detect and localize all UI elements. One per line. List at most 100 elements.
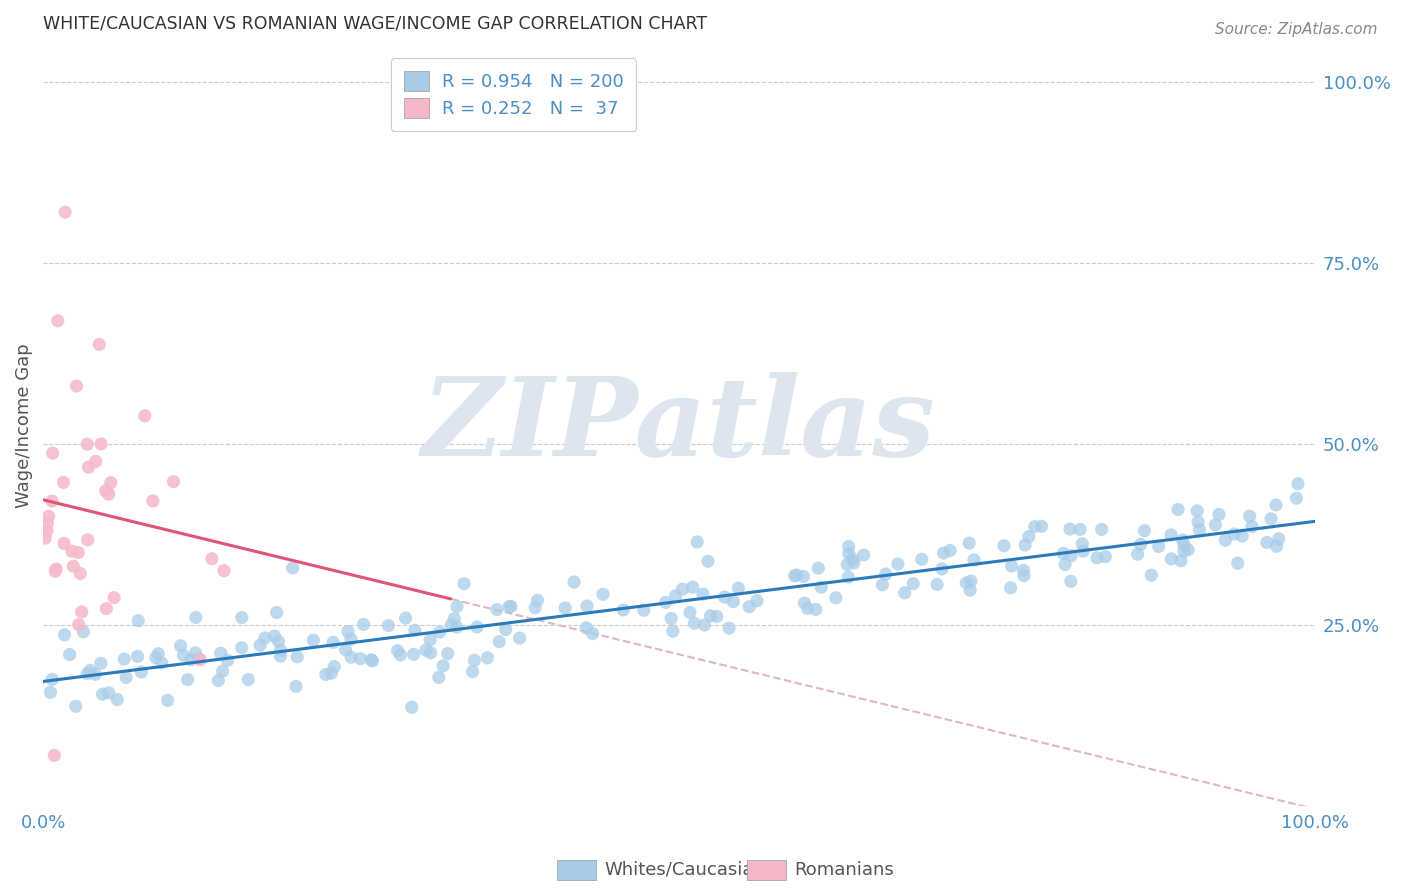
Point	[263, 629, 285, 643]
Point	[793, 596, 815, 610]
Point	[727, 581, 749, 595]
Point	[963, 553, 986, 567]
Point	[955, 575, 977, 590]
Point	[45, 562, 67, 576]
Point	[79, 664, 101, 678]
Y-axis label: Wage/Income Gap: Wage/Income Gap	[15, 343, 32, 508]
Point	[231, 640, 253, 655]
Point	[91, 687, 114, 701]
Point	[1059, 522, 1081, 536]
Point	[266, 606, 288, 620]
Point	[72, 624, 94, 639]
Point	[1133, 524, 1156, 538]
Point	[745, 594, 768, 608]
Point	[94, 483, 117, 498]
Point	[796, 601, 818, 615]
Point	[419, 632, 441, 647]
Point	[53, 205, 76, 219]
Point	[90, 657, 112, 671]
Point	[612, 603, 634, 617]
Point	[212, 564, 235, 578]
Point	[1256, 535, 1278, 549]
Point	[52, 475, 75, 490]
Point	[887, 557, 910, 571]
Point	[340, 632, 363, 647]
Point	[1177, 542, 1199, 557]
Point	[281, 561, 304, 575]
Point	[69, 566, 91, 581]
Point	[498, 599, 520, 614]
Point	[932, 546, 955, 560]
Point	[592, 587, 614, 601]
Text: Source: ZipAtlas.com: Source: ZipAtlas.com	[1215, 22, 1378, 37]
Point	[581, 626, 603, 640]
Point	[1170, 554, 1192, 568]
Point	[1187, 515, 1209, 529]
Point	[377, 618, 399, 632]
Point	[1171, 533, 1194, 547]
Point	[477, 651, 499, 665]
Point	[1085, 550, 1108, 565]
Point	[526, 593, 548, 607]
Point	[679, 606, 702, 620]
Point	[575, 599, 598, 613]
Point	[59, 648, 82, 662]
Text: ZIPatlas: ZIPatlas	[422, 372, 936, 480]
Point	[1012, 568, 1035, 582]
Point	[112, 652, 135, 666]
Point	[1239, 509, 1261, 524]
Point	[1000, 581, 1022, 595]
Point	[1173, 538, 1195, 552]
Point	[1031, 519, 1053, 533]
Point	[84, 667, 107, 681]
Point	[35, 524, 58, 538]
Point	[60, 544, 83, 558]
Point	[960, 574, 983, 588]
Point	[1071, 544, 1094, 558]
Point	[562, 574, 585, 589]
Point	[172, 648, 194, 663]
Point	[662, 624, 685, 639]
Point	[1188, 523, 1211, 537]
Point	[463, 653, 485, 667]
Point	[554, 601, 576, 615]
Point	[62, 559, 84, 574]
Text: Whites/Caucasians: Whites/Caucasians	[605, 861, 775, 879]
Point	[1167, 502, 1189, 516]
Point	[285, 649, 308, 664]
Point	[84, 454, 107, 468]
Point	[89, 337, 111, 351]
Point	[207, 673, 229, 688]
Point	[453, 576, 475, 591]
Point	[838, 540, 860, 554]
Point	[810, 580, 832, 594]
Point	[209, 646, 232, 660]
Point	[34, 531, 56, 545]
Point	[180, 653, 202, 667]
Point	[852, 548, 875, 562]
Point	[67, 617, 90, 632]
Legend: R = 0.954   N = 200, R = 0.252   N =  37: R = 0.954 N = 200, R = 0.252 N = 37	[391, 59, 637, 131]
Point	[187, 652, 209, 666]
Point	[100, 475, 122, 490]
Point	[842, 556, 865, 570]
Point	[682, 580, 704, 594]
Point	[76, 666, 98, 681]
Point	[211, 664, 233, 678]
Point	[270, 643, 292, 657]
Point	[127, 649, 149, 664]
Point	[436, 647, 458, 661]
Point	[41, 494, 63, 508]
Point	[1185, 504, 1208, 518]
Point	[1223, 527, 1246, 541]
Point	[1069, 522, 1091, 536]
Point	[76, 437, 98, 451]
Point	[335, 643, 357, 657]
Point	[1060, 574, 1083, 589]
Point	[46, 314, 69, 328]
Point	[465, 620, 488, 634]
Point	[285, 679, 308, 693]
Point	[509, 631, 531, 645]
Point	[176, 673, 198, 687]
Point	[65, 379, 87, 393]
